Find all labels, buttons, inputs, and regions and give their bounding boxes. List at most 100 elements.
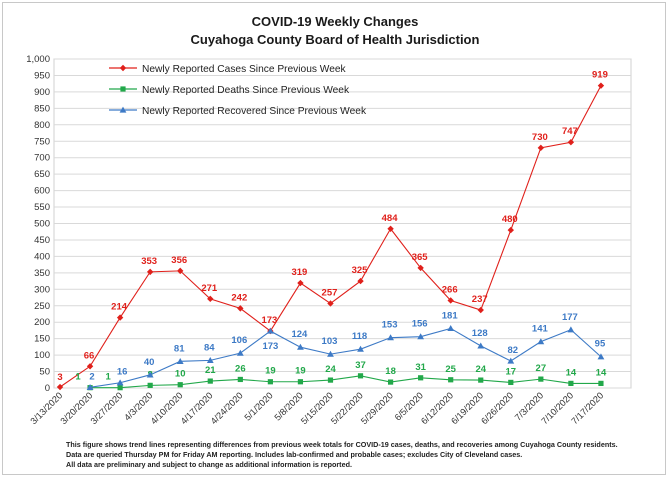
data-point bbox=[567, 326, 575, 333]
legend-label: Newly Reported Cases Since Previous Week bbox=[142, 64, 347, 75]
data-label: 84 bbox=[204, 342, 215, 353]
data-label: 480 bbox=[502, 214, 518, 225]
data-label: 31 bbox=[415, 362, 426, 373]
data-point bbox=[357, 277, 364, 285]
data-label: 19 bbox=[295, 366, 306, 377]
data-point bbox=[597, 353, 605, 360]
data-point bbox=[387, 225, 394, 232]
data-label: 730 bbox=[532, 132, 548, 143]
x-tick-label: 7/17/2020 bbox=[569, 390, 605, 426]
data-label: 353 bbox=[141, 256, 157, 267]
data-point bbox=[267, 379, 273, 385]
data-label: 24 bbox=[475, 364, 486, 375]
y-tick-label: 300 bbox=[34, 284, 50, 295]
data-label: 118 bbox=[352, 331, 367, 342]
y-tick-label: 850 bbox=[34, 103, 50, 114]
data-point bbox=[538, 376, 544, 382]
data-point bbox=[477, 306, 484, 314]
data-label: 26 bbox=[235, 363, 246, 374]
data-label: 484 bbox=[382, 213, 399, 224]
data-point bbox=[236, 349, 244, 356]
data-point bbox=[86, 383, 94, 390]
data-label: 25 bbox=[445, 364, 456, 375]
data-point bbox=[447, 297, 454, 304]
y-tick-label: 400 bbox=[34, 251, 50, 262]
data-label: 242 bbox=[231, 292, 247, 303]
data-point bbox=[417, 333, 425, 340]
series-line bbox=[89, 327, 602, 388]
data-label: 82 bbox=[508, 345, 519, 356]
data-point bbox=[508, 379, 514, 386]
y-tick-label: 750 bbox=[34, 136, 50, 147]
data-label: 14 bbox=[566, 367, 577, 378]
data-label: 3 bbox=[57, 372, 62, 383]
y-tick-label: 50 bbox=[39, 367, 50, 378]
chart-subtitle: Cuyahoga County Board of Health Jurisdic… bbox=[190, 32, 480, 47]
data-point bbox=[146, 268, 154, 276]
data-point bbox=[418, 375, 424, 381]
data-label: 106 bbox=[231, 335, 247, 346]
data-point bbox=[237, 305, 244, 312]
data-point bbox=[56, 383, 64, 391]
data-label: 128 bbox=[472, 328, 488, 339]
y-tick-label: 550 bbox=[34, 202, 50, 213]
data-point bbox=[598, 380, 604, 386]
data-point bbox=[537, 144, 545, 152]
y-tick-label: 250 bbox=[34, 301, 50, 312]
data-point bbox=[177, 267, 184, 275]
data-label: 10 bbox=[175, 369, 186, 380]
legend-marker bbox=[119, 64, 127, 72]
data-label: 103 bbox=[322, 336, 338, 347]
data-point bbox=[266, 327, 274, 334]
data-label: 17 bbox=[506, 366, 517, 377]
x-tick-label: 4/24/2020 bbox=[209, 390, 245, 426]
data-label: 365 bbox=[412, 252, 429, 263]
data-point bbox=[507, 357, 515, 364]
x-tick-label: 6/26/2020 bbox=[479, 390, 515, 426]
x-tick-label: 5/29/2020 bbox=[359, 390, 395, 426]
data-point bbox=[297, 343, 304, 350]
y-tick-label: 200 bbox=[34, 317, 50, 328]
data-point bbox=[176, 357, 184, 364]
data-label: 214 bbox=[111, 302, 128, 313]
data-point bbox=[417, 264, 424, 272]
data-point bbox=[507, 226, 514, 234]
chart-title: COVID-19 Weekly Changes bbox=[251, 14, 419, 29]
data-point bbox=[207, 295, 214, 303]
data-point bbox=[477, 342, 485, 349]
y-tick-label: 900 bbox=[34, 87, 50, 98]
data-label: 95 bbox=[595, 339, 606, 350]
legend-label: Newly Reported Recovered Since Previous … bbox=[142, 106, 367, 117]
data-label: 919 bbox=[592, 70, 608, 81]
data-point bbox=[146, 371, 154, 378]
data-point bbox=[86, 363, 94, 370]
data-label: 18 bbox=[385, 366, 396, 377]
data-label: 141 bbox=[532, 324, 549, 335]
data-label: 1 bbox=[105, 372, 111, 383]
x-tick-label: 3/27/2020 bbox=[89, 390, 125, 426]
data-point bbox=[206, 356, 214, 363]
data-point bbox=[357, 373, 364, 379]
data-point bbox=[387, 334, 394, 341]
data-label: 181 bbox=[442, 310, 459, 321]
data-label: 266 bbox=[442, 284, 458, 295]
y-tick-label: 0 bbox=[45, 383, 50, 394]
data-point bbox=[297, 379, 304, 385]
y-tick-label: 800 bbox=[34, 120, 50, 131]
data-label: 19 bbox=[265, 366, 276, 377]
y-tick-label: 350 bbox=[34, 268, 50, 279]
data-label: 81 bbox=[174, 343, 185, 354]
y-tick-label: 500 bbox=[34, 219, 50, 230]
data-point bbox=[297, 279, 304, 287]
y-tick-label: 650 bbox=[34, 169, 50, 180]
data-point bbox=[116, 314, 124, 321]
data-point bbox=[177, 382, 183, 388]
data-label: 173 bbox=[262, 341, 278, 352]
series-line bbox=[90, 375, 601, 389]
data-point bbox=[327, 377, 334, 383]
y-tick-label: 1,000 bbox=[26, 54, 50, 65]
data-label: 173 bbox=[261, 315, 277, 326]
legend-label: Newly Reported Deaths Since Previous Wee… bbox=[142, 85, 350, 96]
data-point bbox=[568, 380, 574, 386]
